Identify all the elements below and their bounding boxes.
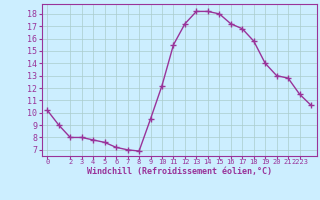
X-axis label: Windchill (Refroidissement éolien,°C): Windchill (Refroidissement éolien,°C) <box>87 167 272 176</box>
